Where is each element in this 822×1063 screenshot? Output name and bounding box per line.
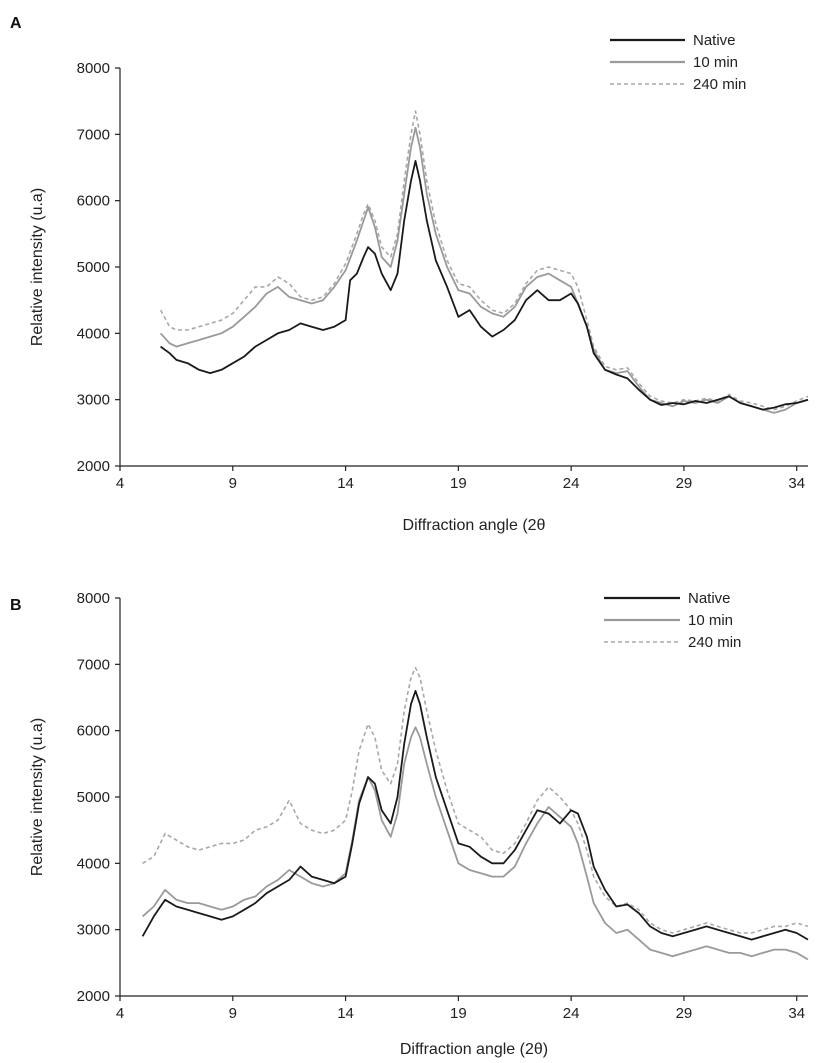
panel-a-y-tick-label: 4000 [77, 325, 110, 342]
panel-a-series-10-min [159, 126, 809, 414]
panel-b-series-10-min [142, 726, 809, 961]
panel-a-x-tick-label: 9 [229, 475, 237, 492]
panel-a-y-tick-label: 3000 [77, 392, 110, 409]
panel-b-legend-label-native: Native [688, 590, 731, 607]
panel-a-x-tick-label: 24 [563, 475, 580, 492]
panel-b-legend-label-240-min: 240 min [688, 634, 741, 651]
panel-a-legend-label-240-min: 240 min [693, 76, 746, 93]
panel-b-y-tick-label: 2000 [77, 988, 110, 1005]
panel-b-x-tick-label: 29 [676, 1005, 693, 1022]
panel-a-label: A [10, 15, 22, 32]
panel-b-x-tick-label: 9 [229, 1005, 237, 1022]
panel-a-y-axis-title: Relative intensity (u.a) [29, 188, 46, 346]
panel-a: A 2000 3000 4000 5000 6000 7000 8000 4 9 14 19 24 29 3… [10, 15, 809, 534]
panel-b-series-native [141, 690, 809, 941]
panel-b-y-tick-label: 8000 [77, 590, 110, 607]
panel-b-y-tick-label: 5000 [77, 789, 110, 806]
panel-a-y-tick-label: 2000 [77, 458, 110, 475]
panel-b-series-240-min [142, 666, 809, 934]
panel-a-x-tick-label: 19 [450, 475, 467, 492]
panel-b-x-tick-label: 34 [788, 1005, 805, 1022]
panel-b-y-tick-label: 3000 [77, 922, 110, 939]
panel-b-y-tick-label: 7000 [77, 656, 110, 673]
panel-b-label: B [10, 597, 22, 614]
panel-a-y-tick-label: 5000 [77, 259, 110, 276]
panel-a-x-tick-label: 34 [788, 475, 805, 492]
panel-b-x-tick-label: 24 [563, 1005, 580, 1022]
panel-a-legend-label-native: Native [693, 32, 736, 49]
panel-a-series-240-min [159, 110, 809, 411]
panel-a-x-tick-label: 14 [337, 475, 354, 492]
panel-b: B 2000 3000 4000 5000 6000 7000 8000 4 9 14 19 24 29 3… [10, 590, 809, 1058]
panel-b-x-tick-label: 19 [450, 1005, 467, 1022]
panel-a-legend-label-10-min: 10 min [693, 54, 738, 71]
panel-a-y-tick-label: 7000 [77, 126, 110, 143]
panel-b-y-axis-title: Relative intensity (u.a) [29, 718, 46, 876]
panel-a-x-tick-label: 4 [116, 475, 124, 492]
panel-b-x-tick-label: 14 [337, 1005, 354, 1022]
panel-b-x-tick-label: 4 [116, 1005, 124, 1022]
panel-a-series-native [160, 159, 809, 411]
panel-a-y-tick-label: 8000 [77, 60, 110, 77]
panel-b-legend-label-10-min: 10 min [688, 612, 733, 629]
panel-a-x-axis-title: Diffraction angle (2θ [403, 517, 546, 534]
panel-b-x-axis-title: Diffraction angle (2θ) [400, 1041, 548, 1058]
panel-b-y-tick-label: 6000 [77, 723, 110, 740]
panel-a-x-tick-label: 29 [676, 475, 693, 492]
panel-b-y-tick-label: 4000 [77, 855, 110, 872]
panel-a-y-tick-label: 6000 [77, 193, 110, 210]
